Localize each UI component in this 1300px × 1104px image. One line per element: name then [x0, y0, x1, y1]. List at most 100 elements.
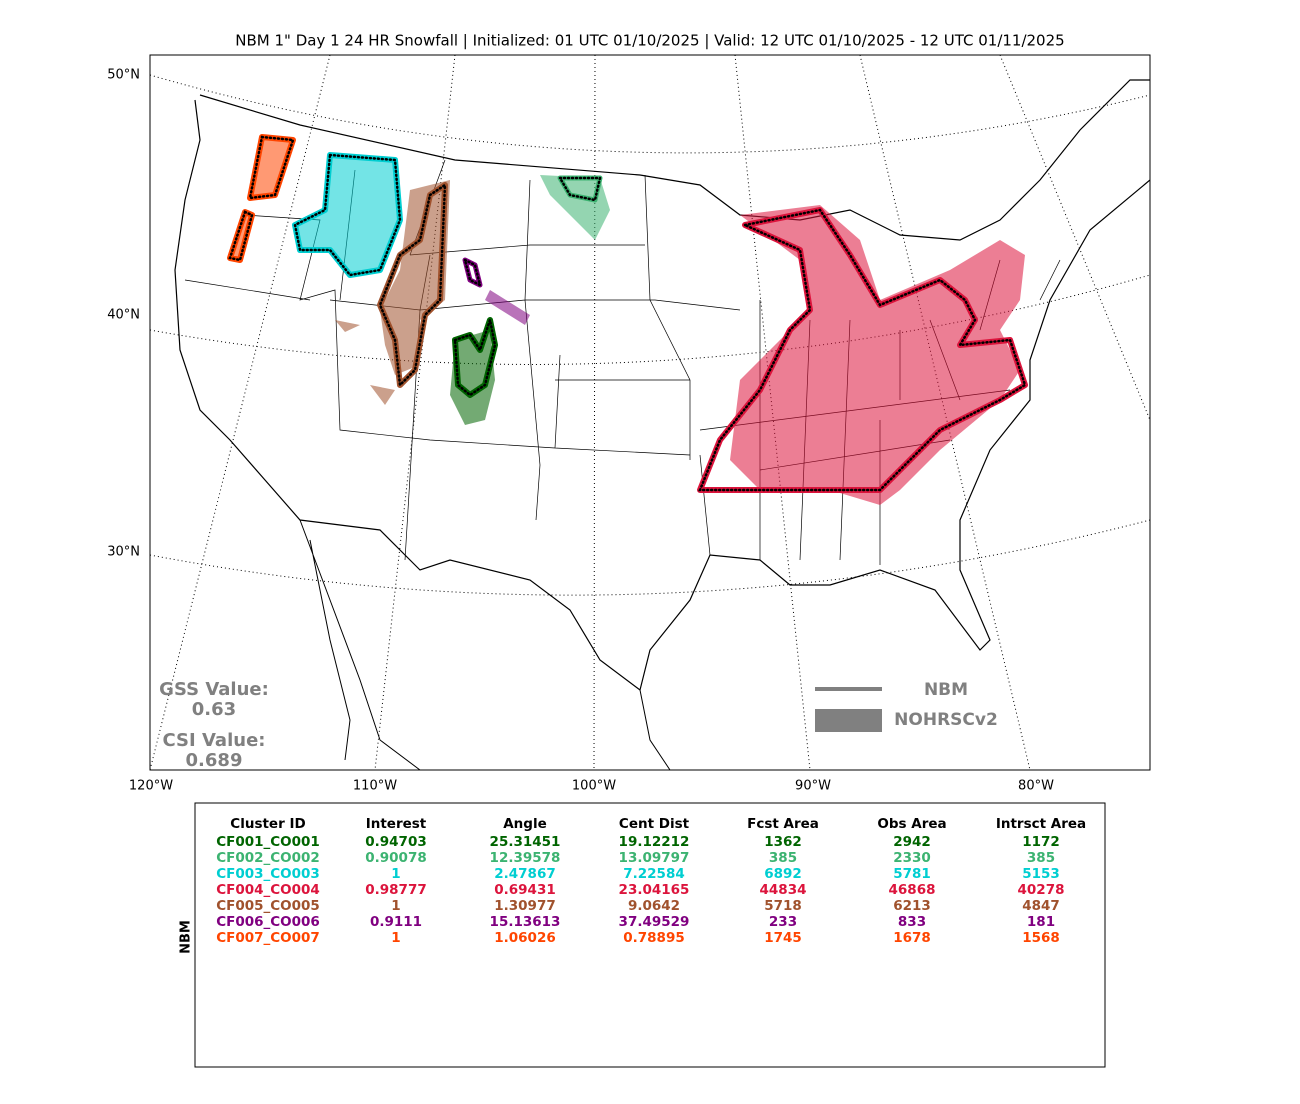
- csi-value: 0.689: [186, 750, 243, 771]
- outline-dots: [228, 135, 295, 262]
- table-cell: 2330: [893, 850, 931, 866]
- table-cell: 15.13613: [490, 914, 561, 930]
- table-cell: 1: [391, 866, 400, 882]
- table-cell: 1172: [1022, 834, 1060, 850]
- column-header: Obs Area: [877, 816, 946, 832]
- table-cell: CF004_CO004: [216, 882, 320, 898]
- table-side-label: NBM: [179, 920, 194, 954]
- table: NBM Cluster ID Interest Angle Cent Dist Fcst…: [179, 802, 1106, 1068]
- table-cell: 44834: [760, 882, 807, 898]
- table-cell: 1678: [893, 930, 931, 946]
- table-cell: CF002_CO002: [216, 850, 320, 866]
- scores: GSS Value: 0.63 CSI Value: 0.689: [159, 679, 269, 771]
- csi-label: CSI Value:: [163, 730, 266, 751]
- outline-dots: [293, 153, 402, 277]
- table-cell: CF001_CO001: [216, 834, 320, 850]
- table-cell: 1: [391, 898, 400, 914]
- table-cell: 385: [1027, 850, 1055, 866]
- table-cell: 4847: [1022, 898, 1060, 914]
- table-cell: 9.0642: [628, 898, 680, 914]
- gss-value: 0.63: [192, 699, 236, 720]
- gss-label: GSS Value:: [159, 679, 269, 700]
- obs-area: [730, 205, 1025, 505]
- outline-dots: [463, 257, 482, 288]
- table-cell: 2942: [893, 834, 931, 850]
- table-cell: 23.04165: [619, 882, 690, 898]
- column-header: Intrsct Area: [996, 816, 1086, 832]
- lon-labels: 120°W 110°W 100°W 90°W 80°W: [129, 779, 1054, 794]
- outline-dots: [698, 208, 1027, 492]
- column-header: Fcst Area: [747, 816, 819, 832]
- lon-label: 110°W: [353, 779, 397, 794]
- legend-label: NOHRSCv2: [894, 710, 998, 730]
- table-cell: 1568: [1022, 930, 1060, 946]
- table-cell: 37.49529: [619, 914, 690, 930]
- table-cell: 1362: [764, 834, 802, 850]
- map-frame: [149, 54, 1151, 771]
- table-cell: 1745: [764, 930, 802, 946]
- table-cell: 6213: [893, 898, 931, 914]
- table-cell: CF005_CO005: [216, 898, 320, 914]
- column-header: Interest: [366, 816, 427, 832]
- table-body: Cluster ID Interest Angle Cent Dist Fcst Are…: [216, 816, 1086, 946]
- table-cell: 1.30977: [494, 898, 556, 914]
- table-cell: 6892: [764, 866, 802, 882]
- table-cell: 19.12212: [619, 834, 690, 850]
- table-cell: 1: [391, 930, 400, 946]
- legend-label: NBM: [924, 680, 968, 700]
- table-cell: 0.69431: [494, 882, 556, 898]
- table-cell: 2.47867: [494, 866, 556, 882]
- lat-label: 30°N: [107, 545, 140, 560]
- graticule: [150, 55, 1150, 770]
- table-cell: 0.94703: [365, 834, 427, 850]
- legend-fill: [815, 709, 882, 732]
- table-cell: 25.31451: [490, 834, 561, 850]
- table-cell: 233: [769, 914, 797, 930]
- table-cell: 5153: [1022, 866, 1060, 882]
- table-cell: 0.90078: [365, 850, 427, 866]
- lat-labels: 50°N 40°N 30°N: [107, 68, 140, 560]
- table-cell: 0.78895: [623, 930, 685, 946]
- fcst-outline: [557, 175, 603, 203]
- lon-label: 90°W: [795, 779, 831, 794]
- lon-label: 80°W: [1018, 779, 1054, 794]
- obs-area: [485, 290, 530, 325]
- table-cell: 7.22584: [623, 866, 685, 882]
- obs-area: [295, 155, 400, 275]
- mexico-outline: [299, 519, 671, 770]
- lon-label: 100°W: [572, 779, 616, 794]
- outline-dots: [453, 315, 497, 397]
- obs-area: [450, 330, 495, 425]
- obs-area: [228, 137, 293, 260]
- table-cell: 1.06026: [494, 930, 556, 946]
- column-header: Cent Dist: [619, 816, 690, 832]
- outline-dots: [378, 182, 447, 388]
- map: 50°N 40°N 30°N 120°W 110°W 100°W 90°W 80…: [107, 54, 1151, 794]
- table-cell: 12.39578: [490, 850, 561, 866]
- land-outline: [174, 79, 1150, 692]
- lat-label: 40°N: [107, 308, 140, 323]
- lon-label: 120°W: [129, 779, 173, 794]
- title: NBM 1" Day 1 24 HR Snowfall | Initialize…: [235, 32, 1064, 50]
- table-cell: 385: [769, 850, 797, 866]
- table-cell: 40278: [1018, 882, 1065, 898]
- table-cell: 5718: [764, 898, 802, 914]
- table-cell: CF007_CO007: [216, 930, 320, 946]
- table-cell: CF006_CO006: [216, 914, 320, 930]
- table-cell: 0.9111: [370, 914, 422, 930]
- column-header: Angle: [503, 816, 547, 832]
- obs-area: [540, 175, 610, 240]
- table-frame: [194, 802, 1106, 1068]
- table-cell: 13.09797: [619, 850, 690, 866]
- lat-label: 50°N: [107, 68, 140, 83]
- table-cell: 181: [1027, 914, 1055, 930]
- legend: NBM NOHRSCv2: [815, 680, 998, 732]
- table-cell: 5781: [893, 866, 931, 882]
- table-cell: 0.98777: [365, 882, 427, 898]
- table-cell: 833: [898, 914, 926, 930]
- table-cell: CF003_CO003: [216, 866, 320, 882]
- table-cell: 46868: [889, 882, 936, 898]
- forecast-outlines: [227, 134, 1028, 493]
- column-header: Cluster ID: [230, 816, 305, 832]
